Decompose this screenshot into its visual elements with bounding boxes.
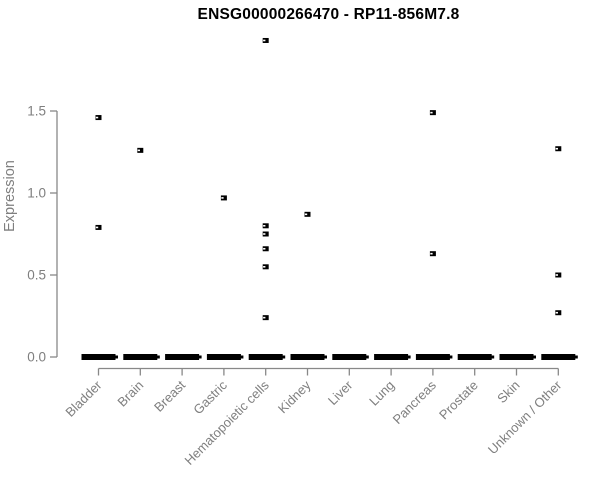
zero-cluster-dash-notch bbox=[490, 355, 495, 359]
y-tick-label: 0.0 bbox=[27, 350, 46, 365]
data-point bbox=[95, 224, 102, 230]
data-point-center bbox=[555, 147, 558, 150]
data-point bbox=[262, 231, 269, 237]
data-point-center bbox=[263, 233, 266, 235]
zero-cluster-dash-notch bbox=[239, 355, 244, 359]
data-point bbox=[429, 251, 436, 257]
data-point bbox=[304, 211, 311, 217]
y-tick-label: 1.0 bbox=[27, 186, 46, 201]
zero-cluster-dash-notch bbox=[365, 355, 369, 359]
zero-cluster-dash bbox=[457, 354, 492, 360]
zero-cluster-dash-notch bbox=[114, 355, 118, 359]
data-point-center bbox=[430, 252, 433, 255]
data-point bbox=[95, 115, 102, 121]
zero-cluster-dash bbox=[499, 354, 534, 360]
y-tick-label: 0.5 bbox=[27, 268, 46, 283]
data-point bbox=[555, 272, 562, 278]
x-tick-label: Prostate bbox=[436, 378, 481, 423]
data-point-center bbox=[263, 39, 266, 42]
data-point bbox=[137, 147, 144, 153]
zero-cluster-dash-notch bbox=[532, 355, 536, 359]
zero-cluster-dash-notch bbox=[407, 355, 411, 359]
zero-cluster-dash bbox=[248, 354, 283, 360]
zero-cluster-dash-notch bbox=[156, 355, 160, 359]
zero-cluster-dash-notch bbox=[198, 355, 202, 359]
x-tick-label: Gastric bbox=[190, 377, 230, 417]
data-point-center bbox=[95, 116, 99, 119]
data-point-center bbox=[137, 149, 140, 152]
data-point-center bbox=[95, 226, 99, 229]
data-point bbox=[220, 195, 227, 201]
zero-cluster-dash bbox=[290, 354, 325, 360]
data-point bbox=[262, 37, 269, 43]
y-tick-label: 1.5 bbox=[27, 104, 46, 119]
x-tick-label: Liver bbox=[325, 377, 356, 408]
zero-cluster-dash bbox=[206, 354, 241, 360]
zero-cluster-dash-notch bbox=[448, 355, 453, 359]
data-point-center bbox=[304, 213, 308, 216]
data-point-center bbox=[555, 311, 558, 314]
data-point-center bbox=[263, 225, 266, 227]
zero-cluster-dash bbox=[81, 354, 116, 360]
zero-cluster-dash bbox=[123, 354, 158, 360]
zero-cluster-dash-notch bbox=[281, 355, 286, 359]
data-point-center bbox=[430, 111, 433, 114]
zero-cluster-dash bbox=[165, 354, 200, 360]
data-point bbox=[262, 264, 269, 270]
x-tick-label: Breast bbox=[151, 377, 188, 414]
zero-cluster-dash-notch bbox=[574, 355, 578, 359]
x-tick-label: Bladder bbox=[62, 377, 105, 420]
chart-title: ENSG00000266470 - RP11-856M7.8 bbox=[197, 6, 460, 23]
x-tick-label: Lung bbox=[366, 378, 397, 409]
data-point bbox=[262, 246, 269, 252]
data-point bbox=[555, 310, 562, 316]
zero-cluster-dash bbox=[332, 354, 367, 360]
data-point-center bbox=[263, 266, 266, 268]
zero-cluster-dash bbox=[541, 354, 576, 360]
data-point-center bbox=[263, 316, 266, 319]
x-tick-label: Pancreas bbox=[390, 377, 440, 427]
data-point-center bbox=[221, 197, 224, 199]
data-point-center bbox=[555, 274, 558, 276]
data-point-center bbox=[263, 247, 266, 250]
x-tick-label: Kidney bbox=[275, 377, 314, 416]
x-tick-label: Brain bbox=[114, 378, 146, 410]
y-axis-title: Expression bbox=[2, 160, 18, 232]
x-tick-label: Unknown / Other bbox=[485, 377, 565, 457]
zero-cluster-dash bbox=[415, 354, 450, 360]
data-point bbox=[262, 223, 269, 229]
zero-cluster-dash-notch bbox=[323, 355, 327, 359]
data-point bbox=[262, 315, 269, 321]
data-point bbox=[555, 146, 562, 152]
data-point bbox=[429, 110, 436, 116]
x-tick-label: Skin bbox=[494, 378, 522, 406]
zero-cluster-dash bbox=[374, 354, 409, 360]
